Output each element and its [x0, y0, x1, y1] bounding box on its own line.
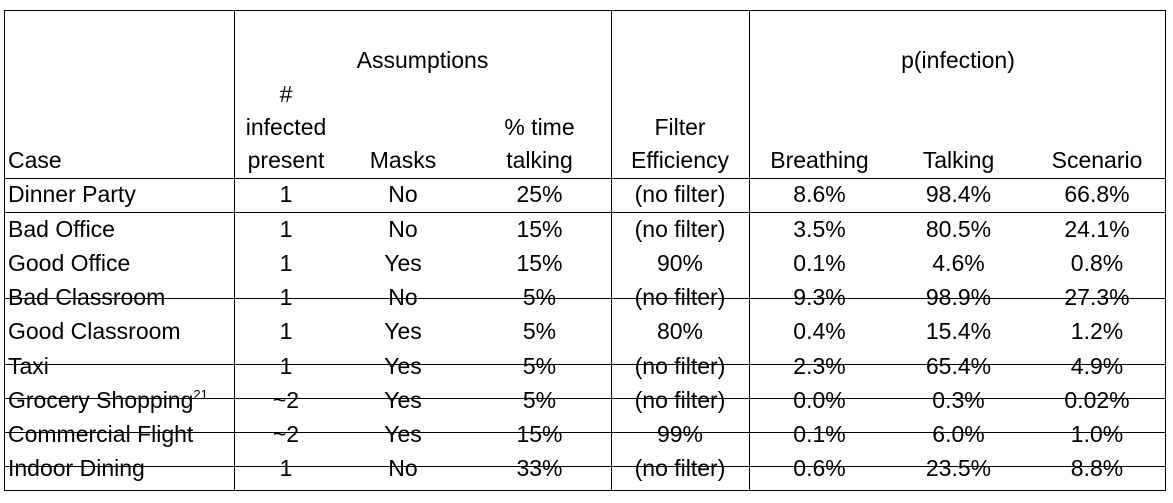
cell-infected: 1: [279, 455, 293, 481]
cell-breathing: 2.3%: [793, 353, 846, 379]
cell-infected: 1: [279, 284, 293, 310]
cell-scenario: 24.1%: [1064, 216, 1130, 242]
col-header-time-1: % time: [504, 114, 575, 140]
cell-breathing: 3.5%: [793, 216, 846, 242]
cell-case: Bad Office: [8, 216, 115, 242]
cell-time-talking: 15%: [516, 421, 563, 447]
row-rule: [5, 212, 1165, 213]
cell-talking: 6.0%: [932, 421, 985, 447]
cell-filter: (no filter): [634, 387, 726, 413]
cell-infected: 1: [279, 318, 293, 344]
cell-breathing: 9.3%: [793, 284, 846, 310]
cell-case: Indoor Dining: [8, 455, 145, 481]
col-header-infected-3: present: [247, 147, 325, 173]
cell-scenario: 4.9%: [1070, 353, 1124, 379]
row-rule: [5, 432, 1165, 433]
divider-after-assumptions: [611, 11, 612, 490]
cell-masks: Yes: [384, 250, 422, 276]
divider-after-case: [234, 11, 235, 490]
col-header-filter-2: Efficiency: [630, 147, 729, 173]
col-header-masks: Masks: [369, 147, 437, 173]
cell-talking: 98.4%: [925, 181, 992, 207]
header-assumptions: Assumptions: [356, 47, 489, 73]
col-header-scenario: Scenario: [1051, 147, 1143, 173]
cell-filter: (no filter): [634, 284, 726, 310]
cell-scenario: 66.8%: [1064, 181, 1130, 207]
cell-masks: Yes: [384, 318, 422, 344]
col-header-talking: Talking: [922, 147, 995, 173]
header-p-infection: p(infection): [901, 47, 1015, 73]
cell-scenario: 8.8%: [1070, 455, 1124, 481]
cell-time-talking: 25%: [516, 181, 563, 207]
col-header-filter-1: Filter: [654, 114, 706, 140]
footnote-marker: 21: [193, 387, 208, 402]
cell-masks: No: [388, 181, 418, 207]
cell-talking: 65.4%: [925, 353, 992, 379]
cell-masks: No: [388, 216, 418, 242]
cell-talking: 0.3%: [932, 387, 985, 413]
cell-infected: 1: [279, 181, 293, 207]
col-header-case: Case: [8, 147, 62, 173]
cell-talking: 80.5%: [925, 216, 992, 242]
cell-filter: 99%: [656, 421, 704, 447]
cell-breathing: 0.0%: [793, 387, 846, 413]
col-header-time-2: talking: [506, 147, 573, 173]
cell-time-talking: 15%: [516, 216, 563, 242]
cell-case: Grocery Shopping21: [8, 387, 208, 413]
cell-case: Good Classroom: [8, 318, 181, 344]
cell-infected: ~2: [272, 421, 300, 447]
row-rule: [5, 298, 1165, 299]
cell-scenario: 27.3%: [1064, 284, 1130, 310]
cell-breathing: 0.6%: [793, 455, 846, 481]
col-header-breathing: Breathing: [770, 147, 869, 173]
cell-talking: 15.4%: [925, 318, 992, 344]
cell-time-talking: 5%: [522, 284, 557, 310]
cell-filter: (no filter): [634, 216, 726, 242]
cell-case: Commercial Flight: [8, 421, 194, 447]
cell-scenario: 1.0%: [1070, 421, 1124, 447]
cell-talking: 98.9%: [925, 284, 992, 310]
cell-time-talking: 5%: [522, 318, 557, 344]
cell-time-talking: 5%: [522, 387, 557, 413]
cell-case: Taxi: [8, 353, 49, 379]
cell-masks: No: [388, 284, 418, 310]
cell-time-talking: 33%: [516, 455, 563, 481]
cell-breathing: 0.1%: [793, 421, 846, 447]
cell-infected: 1: [279, 216, 293, 242]
cell-case: Good Office: [8, 250, 131, 276]
cell-scenario: 0.8%: [1070, 250, 1124, 276]
col-header-infected-1: #: [279, 81, 293, 107]
cell-infected: ~2: [272, 387, 300, 413]
header-rule: [5, 178, 1165, 179]
cell-breathing: 0.4%: [793, 318, 846, 344]
cell-talking: 4.6%: [932, 250, 985, 276]
cell-masks: Yes: [384, 387, 422, 413]
cell-time-talking: 5%: [522, 353, 557, 379]
cell-breathing: 0.1%: [793, 250, 846, 276]
cell-time-talking: 15%: [516, 250, 563, 276]
cell-masks: Yes: [384, 421, 422, 447]
cell-breathing: 8.6%: [793, 181, 846, 207]
row-rule: [5, 364, 1165, 365]
cell-infected: 1: [279, 250, 293, 276]
cell-case: Bad Classroom: [8, 284, 166, 310]
cell-filter: (no filter): [634, 181, 726, 207]
cell-scenario: 0.02%: [1064, 387, 1130, 413]
cell-masks: Yes: [384, 353, 422, 379]
divider-after-filter: [749, 11, 750, 490]
cell-masks: No: [388, 455, 418, 481]
cell-filter: (no filter): [634, 455, 726, 481]
cell-talking: 23.5%: [925, 455, 992, 481]
cell-filter: 80%: [656, 318, 704, 344]
cell-filter: 90%: [656, 250, 704, 276]
cell-infected: 1: [279, 353, 293, 379]
col-header-infected-2: infected: [245, 114, 327, 140]
row-rule: [5, 466, 1165, 467]
cell-case: Dinner Party: [8, 181, 136, 207]
row-rule: [5, 398, 1165, 399]
infection-table: Assumptions p(infection) Case # infected…: [4, 10, 1166, 491]
cell-filter: (no filter): [634, 353, 726, 379]
cell-scenario: 1.2%: [1070, 318, 1124, 344]
